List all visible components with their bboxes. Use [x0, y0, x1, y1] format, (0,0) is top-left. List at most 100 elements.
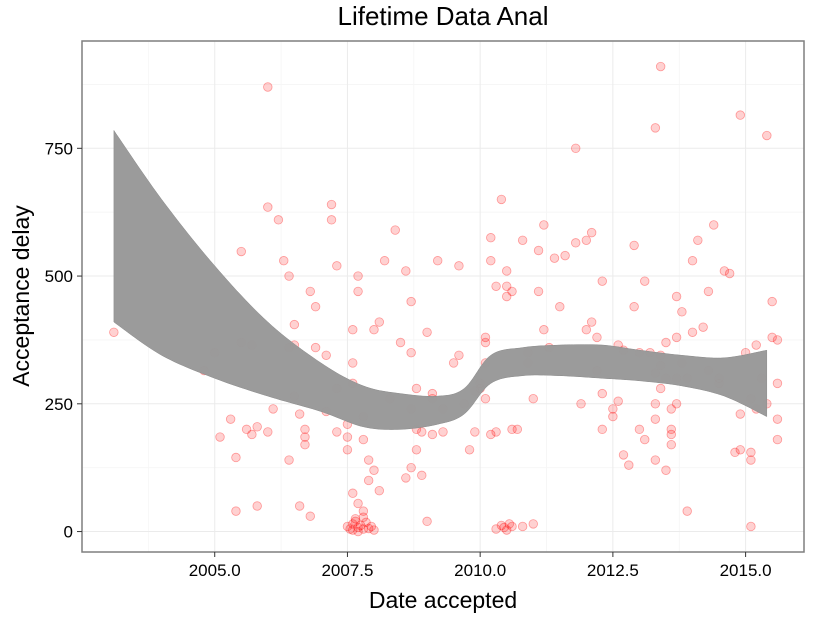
minor-gridlines	[82, 41, 804, 552]
data-point	[422, 327, 432, 337]
data-point	[507, 286, 517, 297]
data-point	[348, 525, 358, 535]
data-point	[746, 447, 756, 458]
data-point	[592, 332, 602, 343]
data-point	[326, 215, 337, 225]
data-point	[348, 325, 358, 335]
x-tick-label: 2007.5	[321, 561, 373, 580]
data-point	[528, 394, 538, 404]
data-point	[502, 266, 512, 276]
data-point	[586, 227, 597, 238]
data-point	[666, 404, 676, 414]
data-point	[517, 521, 528, 532]
data-point	[693, 235, 703, 245]
data-point	[661, 465, 671, 475]
data-point	[746, 455, 756, 465]
data-point	[608, 411, 618, 422]
data-point	[332, 261, 342, 271]
data-point	[709, 220, 719, 230]
data-point	[236, 246, 246, 257]
data-point	[613, 396, 623, 406]
data-point	[353, 498, 363, 509]
data-point	[735, 409, 745, 419]
data-point	[528, 519, 538, 529]
data-point	[767, 296, 777, 307]
data-point	[358, 524, 369, 534]
data-point	[517, 235, 528, 245]
data-point	[735, 445, 745, 455]
smooth-confidence-band	[113, 129, 768, 430]
data-point	[406, 348, 416, 358]
x-axis-title: Date accepted	[369, 587, 517, 613]
data-point	[491, 281, 501, 291]
data-point	[284, 455, 294, 465]
data-point	[438, 427, 448, 437]
data-point	[751, 340, 761, 350]
data-point	[358, 434, 369, 445]
data-point	[406, 462, 416, 473]
y-tick-label: 0	[64, 523, 73, 542]
data-point	[496, 520, 507, 531]
data-point	[608, 404, 618, 414]
data-point	[401, 473, 411, 483]
data-point	[677, 307, 687, 317]
data-point	[225, 414, 236, 424]
data-point	[353, 271, 363, 281]
data-point	[284, 271, 294, 281]
data-point	[369, 525, 379, 535]
data-point	[268, 404, 278, 414]
data-point	[369, 465, 379, 475]
data-point	[411, 383, 422, 394]
data-point	[507, 521, 517, 532]
data-point	[549, 253, 560, 263]
y-tick-label: 750	[45, 139, 73, 158]
data-point	[480, 337, 491, 348]
data-point	[618, 450, 629, 460]
data-point	[241, 424, 252, 435]
data-point	[432, 256, 443, 266]
data-point	[358, 512, 369, 522]
data-point	[650, 123, 661, 133]
data-point	[252, 501, 262, 511]
data-point	[682, 506, 692, 516]
data-point	[507, 424, 517, 435]
y-axis-title: Acceptance delay	[8, 205, 34, 387]
data-point	[363, 475, 374, 486]
data-point	[353, 526, 363, 537]
y-tick-label: 250	[45, 395, 73, 414]
panel-border	[81, 40, 805, 553]
data-point	[348, 519, 358, 529]
data-point	[427, 429, 438, 440]
data-point	[499, 522, 509, 533]
data-point	[356, 520, 366, 531]
data-point	[533, 245, 544, 256]
data-point	[342, 521, 353, 532]
data-point	[345, 524, 355, 534]
data-point	[294, 409, 305, 419]
data-point	[332, 427, 342, 437]
data-point	[289, 319, 300, 330]
data-point	[294, 501, 305, 511]
data-point	[698, 322, 708, 332]
data-point	[581, 325, 592, 335]
x-tick-label: 2005.0	[189, 561, 241, 580]
data-point	[671, 291, 682, 302]
data-point	[247, 429, 257, 440]
data-point	[300, 432, 310, 442]
data-point	[417, 427, 427, 437]
data-point	[406, 296, 416, 307]
data-point	[263, 202, 273, 212]
data-point	[629, 240, 639, 251]
data-point	[374, 485, 384, 496]
data-point	[571, 238, 581, 248]
data-point	[379, 256, 390, 266]
plot-area	[81, 40, 805, 553]
data-point	[772, 378, 783, 389]
data-point	[671, 399, 682, 409]
data-point	[640, 434, 650, 445]
data-point	[597, 424, 607, 435]
data-point	[454, 261, 464, 271]
data-point	[687, 327, 698, 337]
data-point	[231, 452, 241, 463]
data-point	[703, 286, 714, 297]
